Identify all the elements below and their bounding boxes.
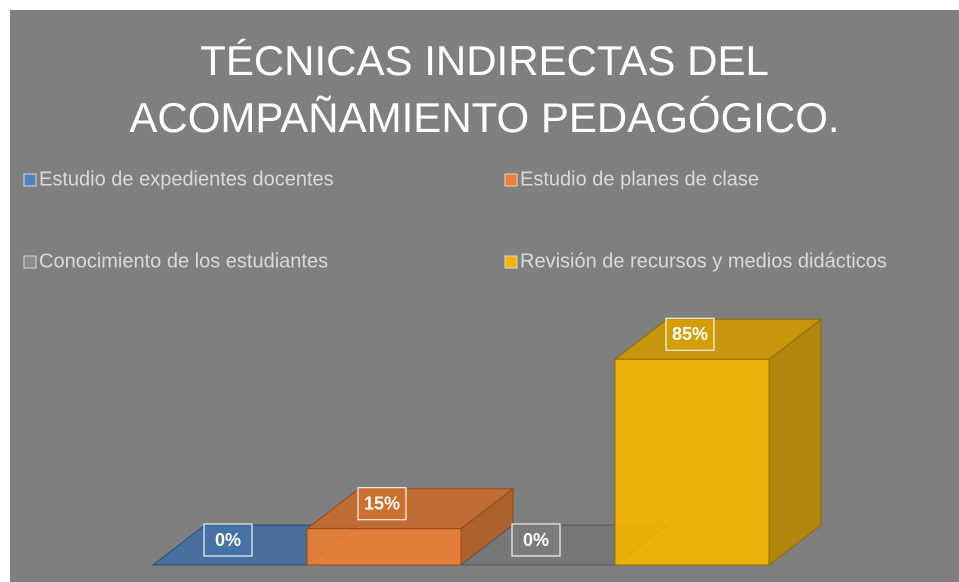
bar [614, 358, 770, 566]
legend-swatch [504, 255, 518, 269]
value-label: 0% [215, 530, 241, 550]
value-label-box [203, 523, 253, 557]
value-label-box [665, 317, 715, 351]
title-box: TÉCNICAS INDIRECTAS DEL ACOMPAÑAMIENTO P… [10, 32, 959, 146]
value-label-box [511, 523, 561, 557]
bar-side [768, 318, 822, 567]
legend-label: Estudio de expedientes docentes [39, 168, 334, 190]
legend-swatch [23, 255, 37, 269]
legend-label: Conocimiento de los estudiantes [39, 250, 328, 272]
legend-label: Estudio de planes de clase [520, 168, 759, 190]
chart: Estudio de expedientes docentes Estudio d… [23, 168, 887, 567]
value-label-box [357, 487, 407, 521]
legend-label: Revisión de recursos y medios didácticos [520, 250, 887, 272]
value-label: 85% [672, 324, 708, 344]
chart-area: TÉCNICAS INDIRECTAS DEL ACOMPAÑAMIENTO P… [10, 10, 959, 582]
value-label: 0% [523, 530, 549, 550]
legend-swatch [23, 173, 37, 187]
value-label: 15% [364, 493, 400, 513]
bar [306, 528, 462, 566]
chart-title: TÉCNICAS INDIRECTAS DEL ACOMPAÑAMIENTO P… [129, 37, 840, 141]
legend-swatch [504, 173, 518, 187]
